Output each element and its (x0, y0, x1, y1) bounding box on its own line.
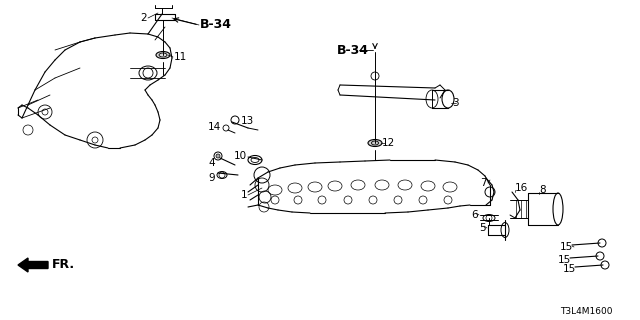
Text: 2: 2 (140, 13, 147, 23)
Text: 6: 6 (472, 210, 478, 220)
Circle shape (216, 154, 220, 158)
Text: 10: 10 (234, 151, 247, 161)
Ellipse shape (156, 52, 170, 59)
Text: 1: 1 (241, 190, 247, 200)
Text: 14: 14 (208, 122, 221, 132)
Text: B-34: B-34 (200, 19, 232, 31)
Text: 12: 12 (382, 138, 396, 148)
Text: 16: 16 (515, 183, 528, 193)
Text: 5: 5 (479, 223, 486, 233)
FancyArrow shape (18, 258, 48, 272)
Text: 15: 15 (557, 255, 571, 265)
Text: 8: 8 (539, 185, 546, 195)
Text: B-34: B-34 (337, 44, 369, 57)
Text: 4: 4 (209, 158, 215, 168)
Text: 9: 9 (209, 173, 215, 183)
Text: 11: 11 (174, 52, 188, 62)
Text: 3: 3 (452, 98, 459, 108)
Text: 7: 7 (481, 178, 487, 188)
Text: T3L4M1600: T3L4M1600 (560, 308, 612, 316)
Text: 13: 13 (241, 116, 254, 126)
Ellipse shape (368, 140, 382, 147)
Text: 15: 15 (563, 264, 576, 274)
Text: 15: 15 (560, 242, 573, 252)
Text: FR.: FR. (52, 259, 75, 271)
